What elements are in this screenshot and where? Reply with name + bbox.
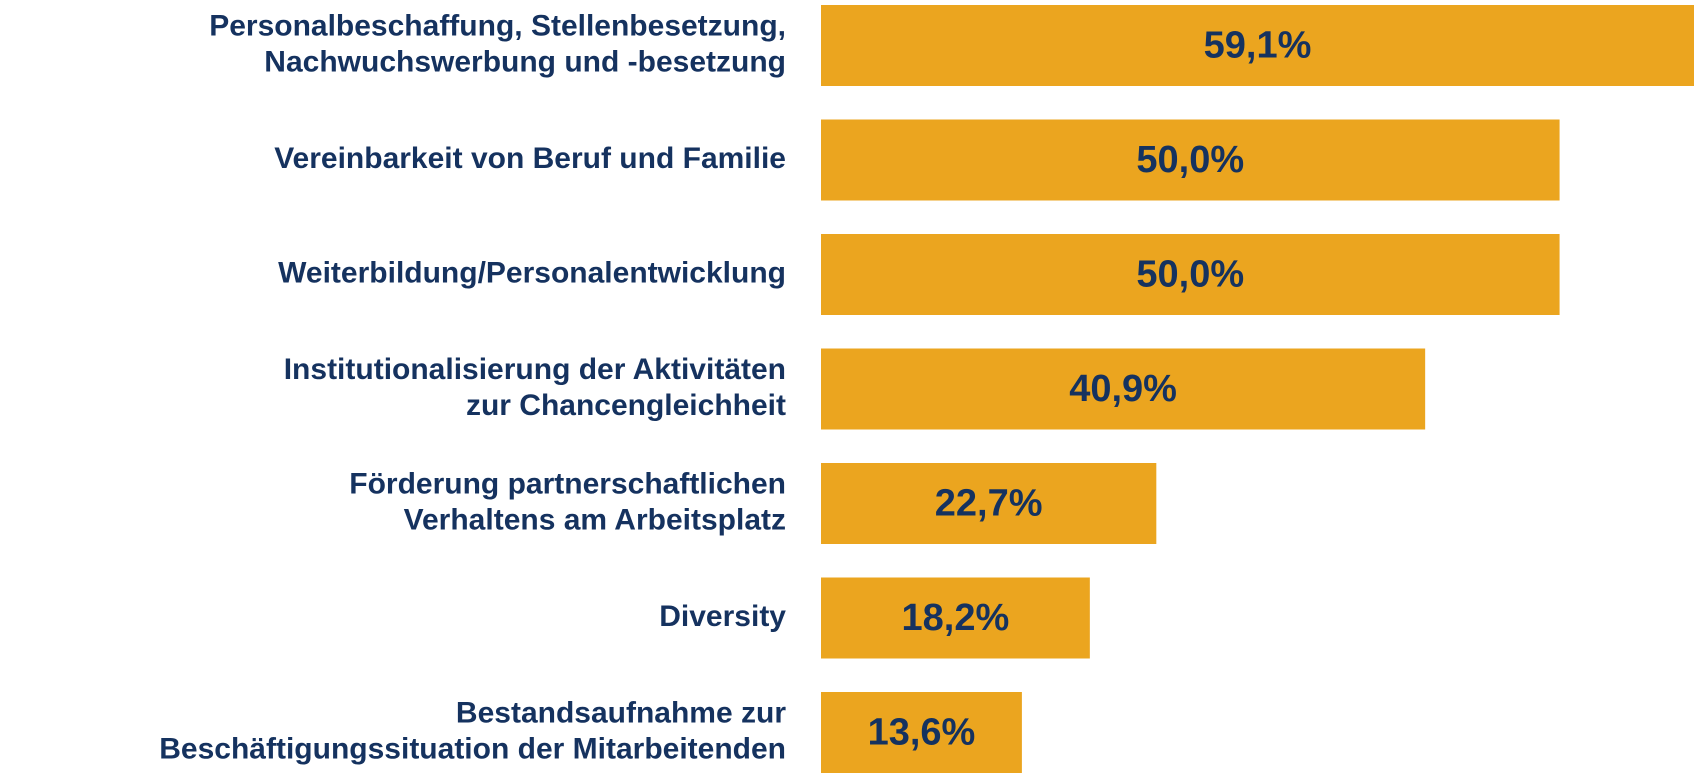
bar xyxy=(821,348,1426,430)
bar xyxy=(821,234,1560,315)
bar xyxy=(821,692,1022,773)
bar xyxy=(821,577,1090,659)
value-label: 40,9% xyxy=(1069,368,1177,410)
value-label: 22,7% xyxy=(935,483,1043,525)
value-label: 13,6% xyxy=(868,712,976,754)
category-label: Vereinbarkeit von Beruf und Familie xyxy=(274,142,786,175)
value-label: 50,0% xyxy=(1136,254,1244,296)
value-label: 59,1% xyxy=(1204,25,1312,67)
category-label: Bestandsaufnahme zur Beschäftigungssituat… xyxy=(159,696,786,765)
bar xyxy=(821,5,1694,86)
bar xyxy=(821,463,1157,544)
category-label: Institutionalisierung der Aktivitäten zur… xyxy=(284,353,786,422)
category-label: Weiterbildung/Personalentwicklung xyxy=(278,256,786,289)
category-label: Diversity xyxy=(659,600,786,633)
category-label: Förderung partnerschaftlichen Verhaltens … xyxy=(349,467,786,536)
value-label: 50,0% xyxy=(1136,139,1244,181)
value-label: 18,2% xyxy=(902,597,1010,639)
category-label: Personalbeschaffung, Stellenbesetzung, Na… xyxy=(209,9,786,78)
bar xyxy=(821,119,1560,201)
